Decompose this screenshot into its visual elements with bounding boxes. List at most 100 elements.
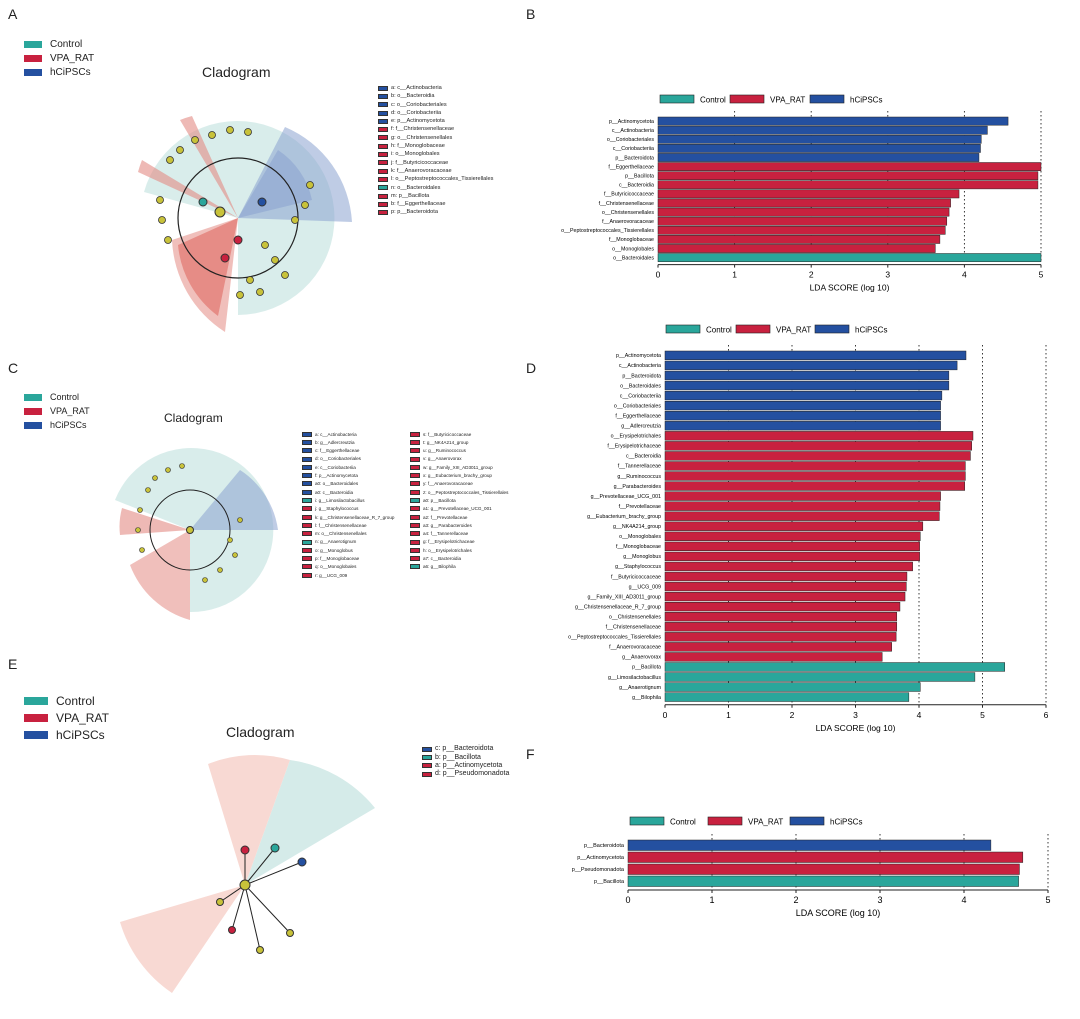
key-label: e: c__Coriobacteriia (315, 464, 356, 470)
bar (664, 571, 908, 582)
key-item: n: g__Anaerotignum (302, 538, 394, 546)
key-label: a4: f__Tannerellaceae (423, 531, 469, 537)
node (257, 197, 267, 207)
key-item: k: g__Christensenellaceae_R_7_group (302, 513, 394, 521)
key-label: a0: c__Bacteroidia (315, 489, 354, 495)
bar (664, 561, 913, 572)
bar (657, 134, 982, 144)
key-swatch (302, 473, 312, 479)
panel-label-e: E (8, 656, 18, 672)
group-legend-e: Control VPA_RAT hCiPSCs (24, 692, 109, 743)
key-item: a4: f__Tannerellaceae (410, 530, 508, 538)
key-label: q: o__Monoglobales (315, 564, 357, 570)
category-label: f__Christensenellaceae (599, 201, 654, 207)
key-swatch (410, 464, 420, 470)
tick-label: 0 (663, 710, 668, 720)
key-label: h: o__Erysipelotrichales (423, 547, 472, 553)
bar (664, 481, 965, 491)
key-swatch (302, 464, 312, 470)
category-label: f__Monoglobaceae (616, 544, 661, 550)
key-label: n: o__Bacteroidales (391, 184, 441, 191)
key-label: k: g__Christensenellaceae_R_7_group (315, 514, 395, 520)
bar (657, 162, 1042, 171)
hcipscs-swatch (24, 730, 48, 739)
category-label: c__Bacteroidia (619, 183, 654, 189)
control-swatch (24, 40, 42, 48)
key-label: n: g__Anaerotignum (315, 539, 357, 545)
key-swatch (302, 539, 312, 545)
key-item: f: f__Christensenellaceae (378, 125, 493, 133)
key-swatch (378, 210, 388, 216)
key-item: e: p__Actinomycetota (378, 117, 493, 125)
key-swatch (302, 514, 312, 520)
vpa-rat-swatch (24, 713, 48, 722)
bar (664, 521, 924, 531)
bar (657, 116, 1009, 126)
tick-label: 5 (980, 710, 985, 720)
key-swatch (378, 93, 388, 99)
tick-label: 0 (656, 270, 661, 280)
tick-label: 3 (877, 895, 882, 905)
key-swatch (302, 448, 312, 454)
key-item: j: g__Staphylococcus (302, 505, 394, 513)
bar (664, 390, 943, 401)
legend-item-hcipscs: hCiPSCs (24, 726, 109, 743)
category-label: o__Bacteroidales (620, 383, 661, 389)
category-label: c__Bacteroidia (626, 454, 661, 460)
category-label: p__Bacteroidota (584, 843, 625, 849)
key-swatch (302, 556, 312, 562)
legend-item-hcipscs: hCiPSCs (24, 65, 94, 79)
bar (664, 642, 892, 652)
legend-item-control: Control (24, 692, 109, 709)
bar (657, 207, 950, 217)
legend-label: hCiPSCs (830, 818, 862, 827)
category-label: g__Eubacterium_brachy_group (587, 514, 661, 520)
key-label: a3: g__Parabacteroides (423, 522, 472, 528)
key-label: m: o__Christensenellales (315, 531, 367, 537)
key-swatch (302, 572, 312, 578)
bar (664, 591, 906, 602)
category-label: g__Parabacteroides (614, 484, 662, 490)
legend-swatch (707, 816, 743, 826)
legend-item-vpa-rat: VPA_RAT (24, 51, 94, 65)
key-label: a2: f__Prevotellaceae (423, 514, 468, 520)
category-label: g__Family_XIII_AD3011_group (587, 594, 661, 600)
category-label: g__Prevotellaceae_UCG_001 (591, 494, 661, 500)
category-label: o__Christensenellales (609, 614, 661, 620)
key-swatch (410, 547, 420, 553)
bar (657, 235, 941, 244)
bar (664, 370, 950, 381)
node-actinomycetota (240, 845, 250, 855)
key-swatch (378, 85, 388, 91)
x-axis-label: LDA SCORE (log 10) (810, 283, 890, 293)
key-swatch (410, 431, 420, 437)
key-swatch (302, 522, 312, 528)
panel-label-c: C (8, 360, 19, 376)
key-item: x: g__Eubacterium_brachy_group (410, 471, 508, 479)
category-label: g__Staphylococcus (615, 564, 661, 570)
category-label: g__UCG_009 (629, 584, 661, 590)
cladogram-key-a: a: c__Actinobacteria b: o__Bacteroidia c: … (378, 84, 493, 217)
bar (657, 180, 1039, 190)
key-label: c: o__Coriobacteriales (391, 101, 447, 108)
key-swatch (378, 168, 388, 174)
key-item: l: o__Peptostreptococcales_Tissierellale… (378, 175, 493, 183)
key-swatch (302, 531, 312, 537)
key-item: a1: g__Prevotellaceae_UCG_001 (410, 505, 508, 513)
cladogram-key-c-right: s: f__Butyricicoccaceae t: g__NK4A214_gro… (410, 430, 508, 571)
tick-label: 2 (793, 895, 798, 905)
key-item: a0: o__Bacteroidales (302, 480, 394, 488)
bar (627, 851, 1024, 863)
key-swatch (410, 473, 420, 479)
panel-label-a: A (8, 6, 18, 22)
key-swatch (378, 143, 388, 149)
category-label: o__Peptostreptococcales_Tissierellales (568, 635, 661, 641)
hcipscs-swatch (24, 68, 42, 76)
tick-label: 1 (709, 895, 714, 905)
legend-item-control: Control (24, 390, 90, 404)
key-item: a0: c__Bacteroidia (302, 488, 394, 496)
key-item: c: o__Coriobacteriales (378, 101, 493, 109)
legend-label: VPA_RAT (770, 96, 805, 105)
category-label: p__Actinomycetota (609, 119, 654, 125)
key-swatch (378, 110, 388, 116)
